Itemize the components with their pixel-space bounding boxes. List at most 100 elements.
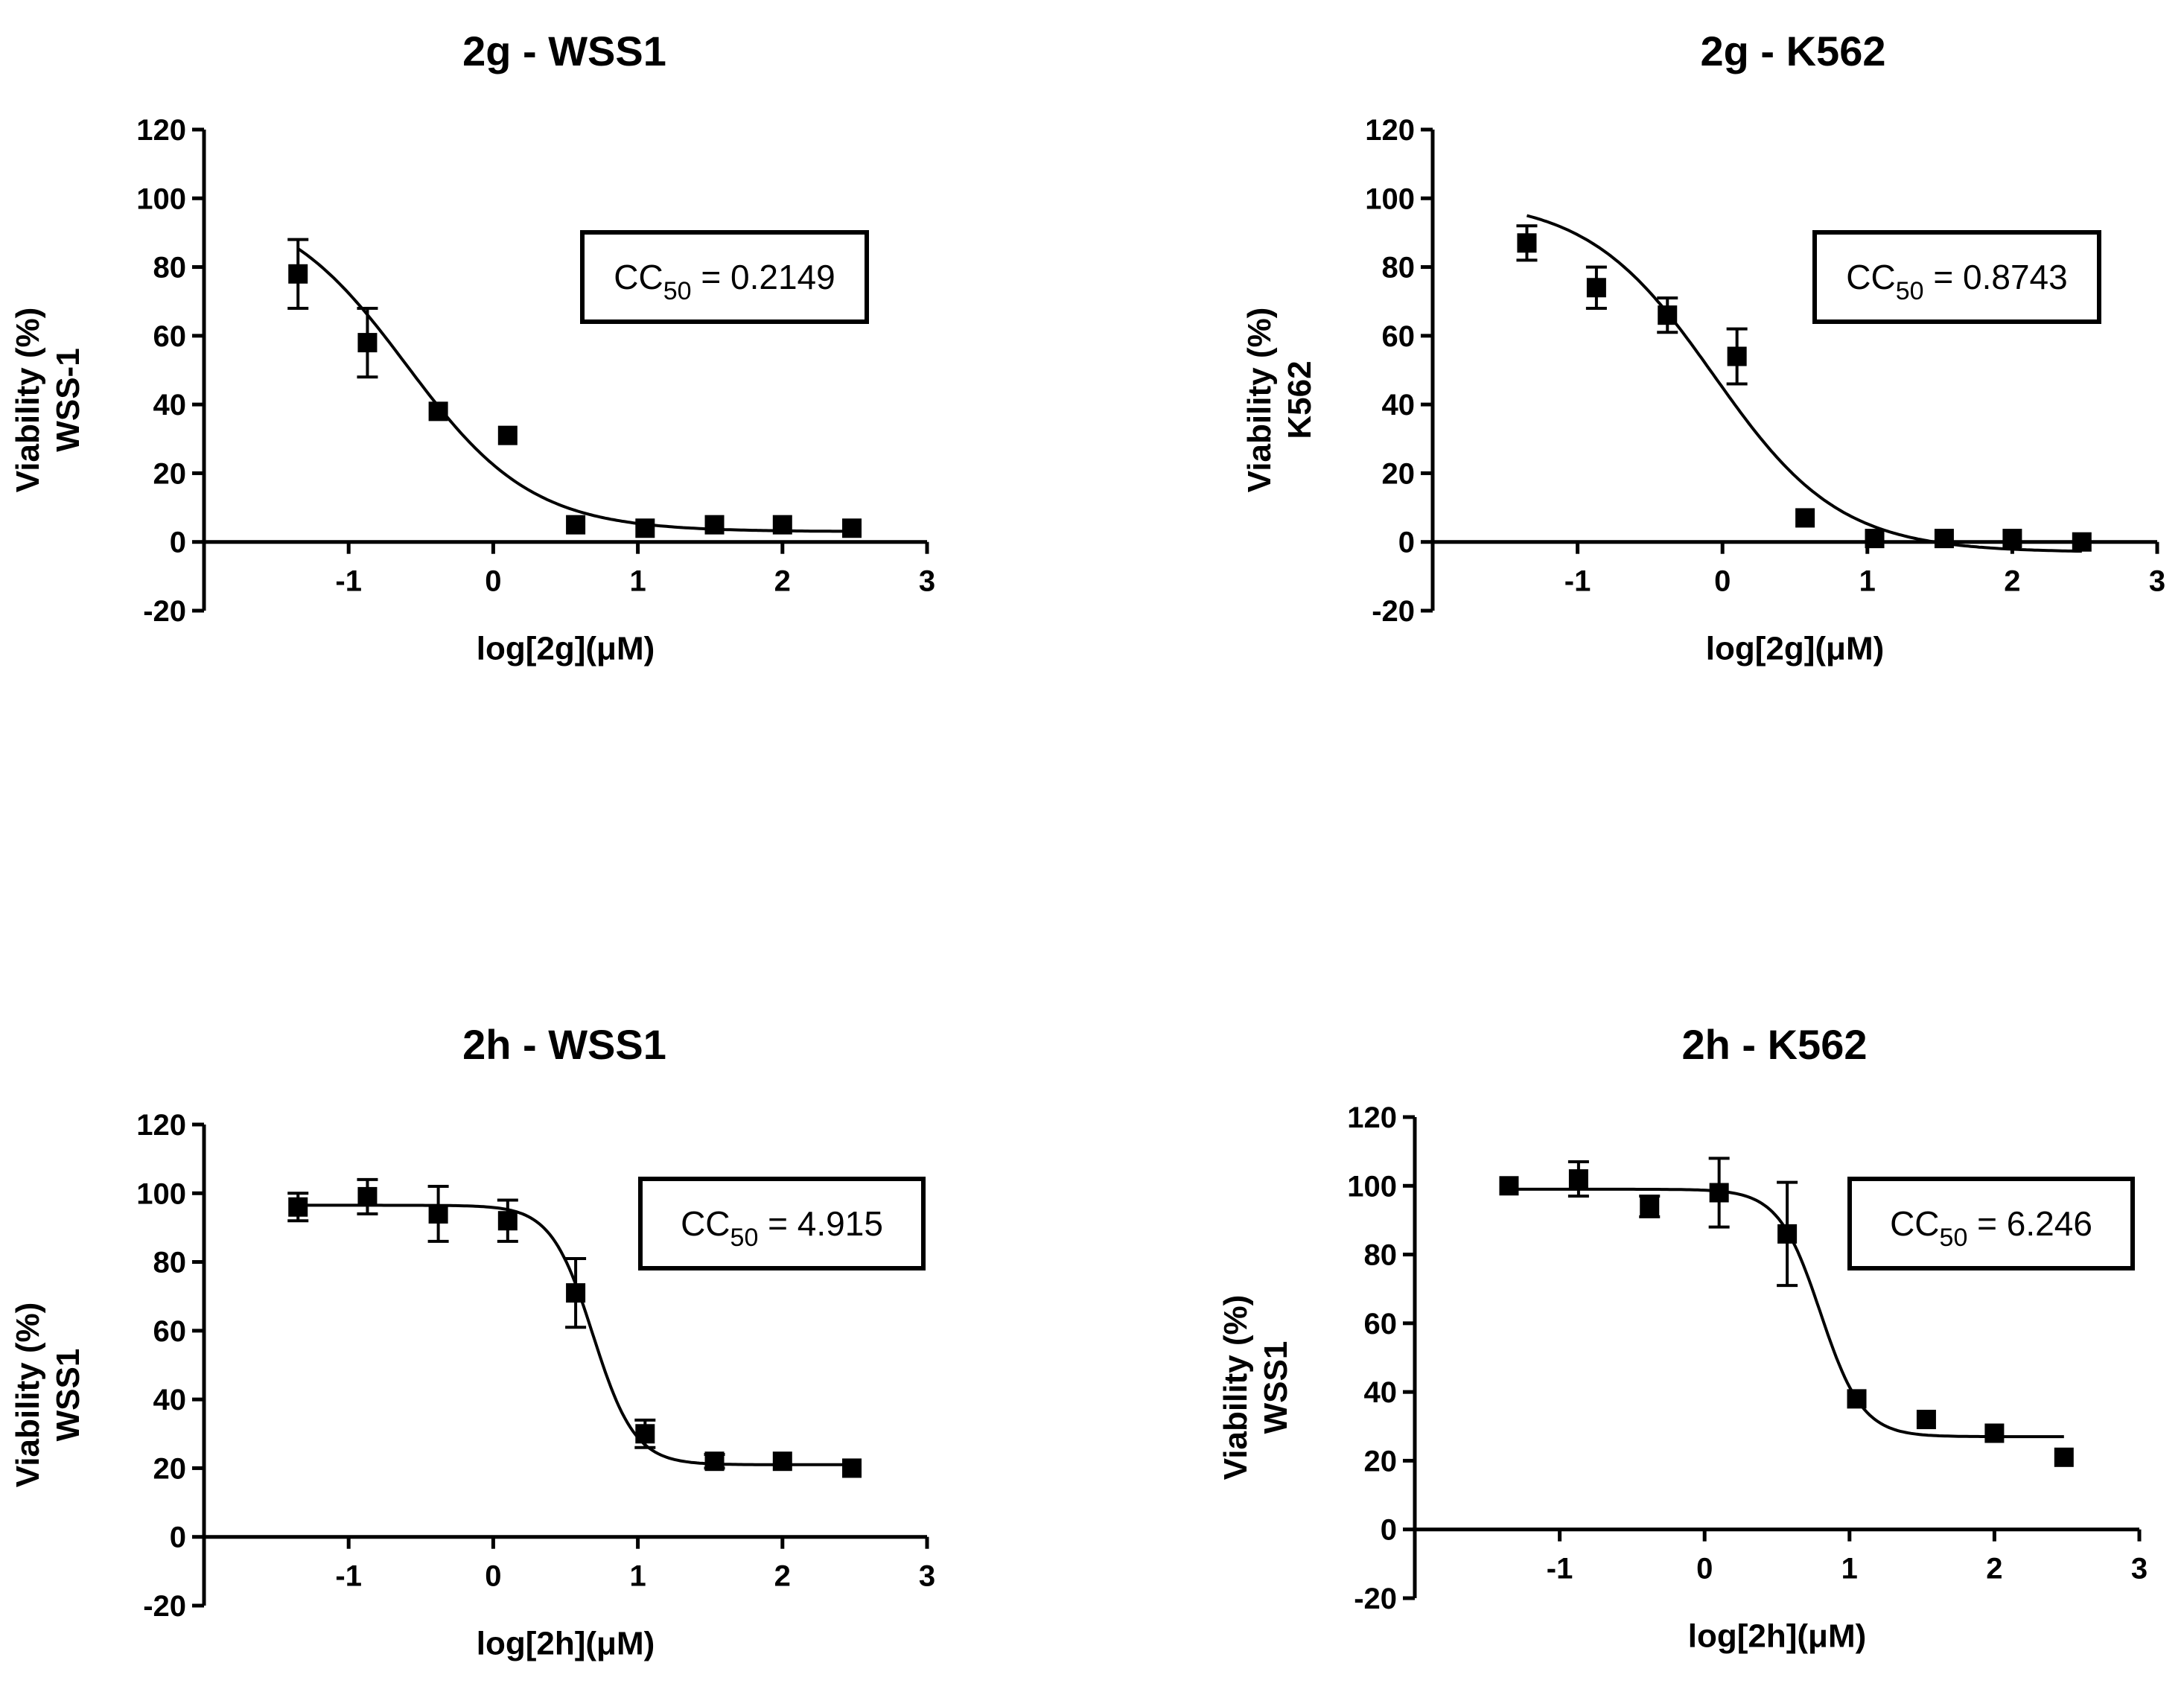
x-tick-label: 0 (1696, 1553, 1713, 1586)
chart-panel-2: 2g - K562 -20 0 20 40 60 80 100 120 -1 0 1 2 3 log[2g]… (1241, 28, 2165, 667)
chart-title: 2h - K562 (1682, 1021, 1868, 1068)
cc50-label: CC50 = 0.2149 (614, 258, 835, 305)
y-tick-label: 80 (1364, 1239, 1398, 1272)
y-tick-label: 20 (1364, 1445, 1398, 1478)
data-point (1640, 1196, 1660, 1216)
chart-title: 2g - WSS1 (462, 28, 666, 74)
x-tick-label: 0 (1714, 565, 1731, 598)
y-tick-label: 120 (1365, 114, 1415, 147)
cc50-label: CC50 = 6.246 (1890, 1204, 2092, 1252)
data-point (704, 515, 725, 535)
y-tick-label: 100 (136, 1177, 186, 1210)
cc50-prefix: CC (1846, 258, 1895, 296)
x-tick-label: -1 (335, 565, 362, 598)
y-tick-label: 100 (1365, 182, 1415, 215)
x-axis-title: log[2g](μM) (477, 631, 655, 667)
y-tick-label: -20 (1372, 595, 1415, 628)
cc50-box (580, 230, 869, 324)
cc50-box (638, 1177, 926, 1270)
y-tick-label: 40 (153, 1384, 187, 1416)
x-axis-title: log[2h](μM) (1688, 1618, 1867, 1655)
data-point (635, 1424, 655, 1444)
chart-panel-3: 2h - WSS1 -20 0 20 40 60 80 100 120 -1 0 1 2 3 log[2h]… (10, 1021, 935, 1662)
data-point (1499, 1176, 1519, 1196)
cc50-subscript: 50 (1940, 1224, 1968, 1252)
cc50-value: = 6.246 (1967, 1204, 2092, 1243)
y-tick-label: 20 (153, 1452, 187, 1485)
data-point (566, 1283, 586, 1303)
data-point (1865, 529, 1885, 549)
cc50-value: = 4.915 (758, 1204, 883, 1243)
cc50-value: = 0.8743 (1924, 258, 2068, 296)
data-point (497, 425, 518, 445)
data-point (428, 401, 448, 422)
y-tick-label: 0 (1398, 527, 1415, 559)
data-point (1934, 529, 1954, 549)
x-tick-label: 1 (629, 1560, 646, 1593)
data-point (772, 515, 792, 535)
x-tick-label: 0 (485, 565, 501, 598)
y-tick-label: -20 (1354, 1583, 1397, 1615)
cc50-prefix: CC (681, 1204, 730, 1243)
x-axis-title: log[2h](μM) (477, 1626, 655, 1662)
data-point (704, 1451, 725, 1472)
y-tick-label: 120 (1347, 1101, 1397, 1134)
y-tick-label: -20 (143, 1590, 186, 1623)
cc50-subscript: 50 (1896, 277, 1924, 305)
y-tick-label: 0 (1381, 1514, 1397, 1547)
y-tick-label: 80 (153, 1247, 187, 1279)
data-point (497, 1211, 518, 1231)
y-axis-title-line-1: Viability (%) (10, 308, 46, 493)
data-point (1568, 1169, 1588, 1189)
y-tick-label: 120 (136, 114, 186, 147)
y-tick-label: 80 (153, 252, 187, 284)
x-tick-label: -1 (1564, 565, 1591, 598)
y-tick-label: -20 (143, 595, 186, 628)
data-point (2072, 532, 2092, 552)
data-point (635, 518, 655, 538)
data-point (1586, 278, 1606, 298)
chart-panel-4: 2h - K562 -20 0 20 40 60 80 100 120 -1 0 1 2 3 log[2h]… (1217, 1021, 2148, 1655)
y-tick-label: 60 (153, 1315, 187, 1348)
cc50-subscript: 50 (663, 277, 692, 305)
x-tick-label: 1 (1841, 1553, 1858, 1586)
x-tick-label: 0 (485, 1560, 501, 1593)
data-point (842, 1458, 862, 1478)
x-tick-label: 2 (2004, 565, 2020, 598)
x-tick-label: -1 (1547, 1553, 1573, 1586)
y-tick-label: 40 (1382, 389, 1416, 422)
data-point (2002, 529, 2022, 549)
data-point (1517, 233, 1537, 253)
data-point (428, 1203, 448, 1224)
data-point (1777, 1224, 1798, 1244)
chart-title: 2h - WSS1 (462, 1021, 666, 1068)
data-point (357, 333, 378, 353)
fit-curve (1526, 214, 2082, 553)
y-axis-title-line-1: Viability (%) (1217, 1295, 1254, 1480)
y-tick-label: 40 (1364, 1376, 1398, 1409)
y-tick-label: 0 (170, 1521, 186, 1554)
data-point (1795, 508, 1815, 528)
y-tick-label: 40 (153, 389, 187, 422)
cc50-subscript: 50 (730, 1224, 759, 1252)
data-point (288, 264, 308, 284)
data-point (1727, 346, 1747, 366)
y-axis-title-line-2: WSS-1 (50, 348, 86, 451)
y-axis-title-line-1: Viability (%) (10, 1303, 46, 1488)
data-point (772, 1451, 792, 1472)
data-point (1847, 1389, 1867, 1409)
y-axis-title-line-2: WSS1 (1258, 1341, 1294, 1434)
y-tick-label: 120 (136, 1109, 186, 1142)
data-point (842, 518, 862, 538)
x-tick-label: 2 (774, 565, 791, 598)
chart-panel-1: 2g - WSS1 -20 0 20 40 60 80 100 120 -1 0 1 2 3 log[2g]… (10, 28, 935, 667)
cc50-value: = 0.2149 (692, 258, 835, 296)
data-point (2054, 1447, 2074, 1467)
cc50-prefix: CC (1890, 1204, 1939, 1243)
cc50-label: CC50 = 4.915 (681, 1204, 883, 1252)
cc50-box (1847, 1177, 2135, 1270)
y-tick-label: 80 (1382, 252, 1416, 284)
data-point (1709, 1183, 1729, 1203)
x-tick-label: 3 (2131, 1553, 2148, 1586)
